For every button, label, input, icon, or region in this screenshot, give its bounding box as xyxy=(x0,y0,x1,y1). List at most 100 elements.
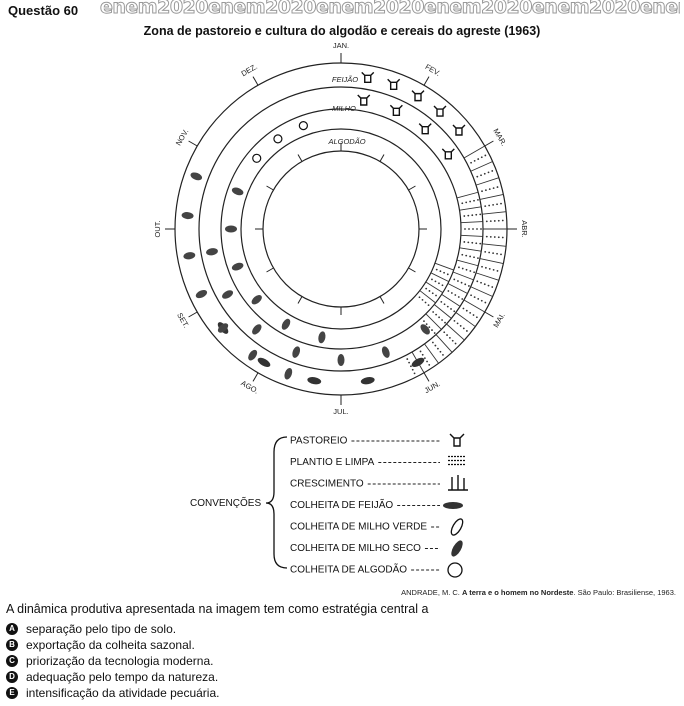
agricultural-calendar-diagram: JAN. FEV. MAR. ABR. MAI. JUN. JUL. AGO. SET. OUT.… xyxy=(153,41,529,578)
hatch-dot xyxy=(484,250,487,253)
hatch-dot xyxy=(427,304,430,307)
corn-icon xyxy=(292,346,301,358)
hatch-dot xyxy=(477,158,480,160)
month-label: MAI. xyxy=(491,311,507,329)
month-label: SET. xyxy=(175,311,191,329)
hatch-dot xyxy=(500,253,502,256)
corn-icon xyxy=(284,367,293,380)
hatch-dot xyxy=(461,253,464,256)
hatch-dot xyxy=(464,228,466,230)
hatch-dot xyxy=(479,213,482,216)
hatch-line xyxy=(456,259,479,267)
cattle-icon xyxy=(411,90,425,102)
hatch-line xyxy=(430,272,450,283)
green-corn-icon xyxy=(450,518,464,536)
hatch-dot xyxy=(473,296,476,298)
hatch-dot xyxy=(471,241,474,244)
hatch-dot xyxy=(465,330,468,332)
hatch-dot xyxy=(487,284,490,287)
inner-tick xyxy=(297,154,303,162)
hatch-line xyxy=(463,299,485,313)
hatch-dot xyxy=(438,282,440,285)
month-tick xyxy=(252,76,259,86)
hatch-dot xyxy=(446,273,449,276)
inner-tick xyxy=(266,185,274,191)
legend-label: COLHEITA DE ALGODÃO xyxy=(290,563,407,576)
hatch-dot xyxy=(453,278,456,281)
hatch-dot xyxy=(462,327,465,330)
corn-icon xyxy=(251,295,262,305)
hatch-dot xyxy=(459,325,462,327)
legend-title: CONVENÇÕES xyxy=(190,496,261,509)
hatch-dot xyxy=(480,174,482,177)
hatch-line xyxy=(424,343,439,364)
corn-icon xyxy=(183,252,196,260)
month-label: JUL. xyxy=(333,407,348,416)
hatch-dot xyxy=(497,236,500,239)
month-ticks xyxy=(165,53,517,405)
hatch-dot xyxy=(462,307,465,310)
hatch-dot xyxy=(433,332,436,334)
ring-label-feijao: FEIJÃO xyxy=(332,75,358,84)
hatch-line xyxy=(455,312,476,327)
hatch-dot xyxy=(441,284,444,287)
hatch-line xyxy=(463,145,485,159)
hatch-dot xyxy=(477,198,479,201)
hatch-line xyxy=(470,286,493,297)
corn-icon xyxy=(252,324,262,335)
hatch-dot xyxy=(484,154,487,157)
month-tick xyxy=(188,140,198,147)
legend-items: PASTOREIO PLANTIO E LIMPA CRESCIMENTO COLHE… xyxy=(290,433,468,578)
month-label: DEZ. xyxy=(240,62,259,78)
month-tick xyxy=(252,372,259,382)
hatch-dot xyxy=(473,256,475,259)
planting-icon xyxy=(448,455,466,466)
hatch-dot xyxy=(411,368,414,371)
ring-label-milho: MILHO xyxy=(332,104,356,113)
citation-publisher: . São Paulo: Brasiliense, 1963. xyxy=(573,588,676,597)
option-text: adequação pelo tempo da natureza. xyxy=(26,670,219,684)
option-letter-icon: C xyxy=(6,654,18,667)
legend-label: CRESCIMENTO xyxy=(290,479,364,490)
hatch-dot xyxy=(496,252,498,255)
legend-label: PASTOREIO xyxy=(290,436,348,447)
hatch-dot xyxy=(463,241,466,243)
hatch-dot xyxy=(469,255,472,258)
bean-harvest-icon xyxy=(257,357,271,367)
hatch-dot xyxy=(470,161,472,164)
cattle-icon xyxy=(387,78,401,90)
hatch-dot xyxy=(450,308,452,310)
corn-icon xyxy=(195,290,208,299)
hatch-dot xyxy=(423,357,426,360)
hatch-line xyxy=(447,283,468,294)
hatch-line xyxy=(456,191,479,199)
inner-tick xyxy=(379,296,385,304)
hatch-line xyxy=(479,194,504,200)
hatch-dot xyxy=(491,170,494,172)
hatch-dot xyxy=(431,292,434,295)
option-text: intensificação da atividade pecuária. xyxy=(26,686,220,700)
hatch-dot xyxy=(493,236,496,238)
hatch-dot xyxy=(471,214,474,217)
hatch-dot xyxy=(476,280,479,283)
option-text: exportação da colheita sazonal. xyxy=(26,638,195,652)
corn-icon xyxy=(420,324,430,335)
legend-label: COLHEITA DE FEIJÃO xyxy=(290,498,393,511)
cotton-icon xyxy=(298,121,308,131)
hatch-dot xyxy=(428,363,431,366)
corn-icon xyxy=(281,318,291,330)
hatch-dot xyxy=(475,316,478,319)
dry-corn-icon xyxy=(451,540,463,557)
hatch-dot xyxy=(485,235,488,238)
hatch-dot xyxy=(479,242,482,245)
hatch-line xyxy=(446,323,465,341)
hatch-dot xyxy=(468,228,470,230)
question-number: Questão 60 xyxy=(8,3,79,18)
hatch-dot xyxy=(453,310,456,313)
hatch-dot xyxy=(458,266,460,269)
